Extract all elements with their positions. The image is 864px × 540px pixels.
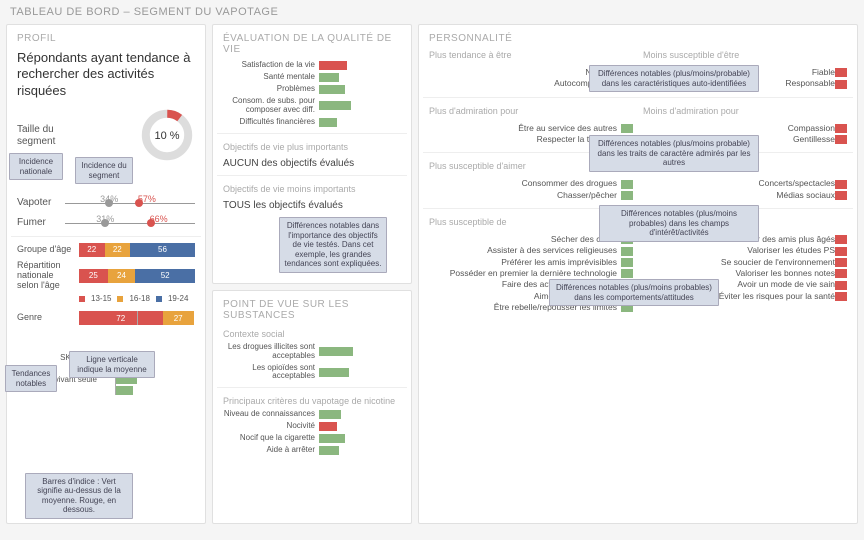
bar-wrap	[319, 73, 401, 82]
profil-header: PROFIL	[17, 33, 195, 44]
pers-right-header: Moins d'admiration pour	[643, 106, 847, 116]
bar-label: Nocivité	[223, 422, 315, 431]
bar-wrap	[319, 410, 401, 419]
dumbbell-track: 31% 66%	[65, 216, 195, 230]
obj-hi-header: Objectifs de vie plus importants	[223, 142, 401, 152]
callout-pers-3: Différences notables (plus/moins probabl…	[599, 205, 759, 242]
social-rows: Les drogues illicites sont acceptables Le…	[223, 343, 401, 381]
callout-pers-4: Différences notables (plus/moins probabl…	[549, 279, 719, 306]
gender-label: Genre	[17, 313, 75, 323]
bar-label: Satisfaction de la vie	[223, 61, 315, 70]
substances-panel: POINT DE VUE SUR LES SUBSTANCES Contexte…	[212, 290, 412, 524]
personnalite-panel: PERSONNALITÉ Plus tendance à être Moins …	[418, 24, 858, 524]
pers-row-left: Préférer les amis imprévisibles	[429, 258, 633, 267]
pers-left-header: Plus tendance à être	[429, 50, 633, 60]
crit-header: Principaux critères du vapotage de nicot…	[223, 396, 401, 406]
callout-pers-2: Différences notables (plus/moins probabl…	[589, 135, 759, 172]
stacked-bar: 252452	[79, 269, 195, 283]
bar-label: Problèmes	[223, 85, 315, 94]
bar-wrap	[319, 422, 401, 431]
dumbbell-label: Vapoter	[17, 197, 59, 208]
subst-header: POINT DE VUE SUR LES SUBSTANCES	[223, 299, 401, 321]
index-bar	[115, 386, 133, 395]
obj-hi-text: AUCUN des objectifs évalués	[223, 158, 401, 169]
pers-row-right: Compassion	[643, 124, 847, 133]
social-header: Contexte social	[223, 329, 401, 339]
stacked-label: Répartition nationale selon l'âge	[17, 261, 75, 291]
pers-row-left: Consommer des drogues	[429, 179, 633, 188]
bar-wrap	[319, 118, 401, 127]
bar-label: Consom. de subs. pour composer avec diff…	[223, 97, 315, 115]
callout-index: Barres d'indice : Vert signifie au-dessu…	[25, 473, 133, 519]
qol-panel: ÉVALUATION DE LA QUALITÉ DE VIE Satisfac…	[212, 24, 412, 284]
profil-description: Répondants ayant tendance à rechercher d…	[17, 50, 195, 99]
donut-pct: 10 %	[154, 130, 179, 142]
bar-wrap	[319, 61, 401, 70]
bar-wrap	[319, 434, 401, 443]
page-title: TABLEAU DE BORD – SEGMENT DU VAPOTAGE	[0, 0, 864, 24]
gender-stacked-bar: Genre 7227	[17, 311, 195, 325]
gender-bar: 7227	[79, 311, 195, 325]
callout-tendances: Tendances notables	[5, 365, 57, 392]
pers-row-right: Se soucier de l'environnement	[643, 258, 847, 267]
pers-row-left: Chasser/pêcher	[429, 191, 633, 200]
pers-row-right: Médias sociaux	[643, 191, 847, 200]
pers-right-header: Moins susceptible d'être	[643, 50, 847, 60]
stacked-bar: 222256	[79, 243, 195, 257]
pers-row-right: Valoriser les bonnes notes	[643, 269, 847, 278]
crit-rows: Niveau de connaissances Nocivité Nocif que…	[223, 410, 401, 455]
pers-row-right: Valoriser les études PS	[643, 246, 847, 255]
age-legend: 13-1516-1819-24	[79, 294, 195, 303]
callout-incidence-nat: Incidence nationale	[9, 153, 63, 180]
bar-wrap	[319, 368, 401, 377]
bar-label: Nocif que la cigarette	[223, 434, 315, 443]
bar-label: Aide à arrêter	[223, 446, 315, 455]
bar-label: Les drogues illicites sont acceptables	[223, 343, 315, 361]
pers-header: PERSONNALITÉ	[429, 33, 847, 44]
pers-row-left: Assister à des services religieuses	[429, 246, 633, 255]
qol-header: ÉVALUATION DE LA QUALITÉ DE VIE	[223, 33, 401, 55]
bar-label: Niveau de connaissances	[223, 410, 315, 419]
callout-incidence-seg: Incidence du segment	[75, 157, 133, 184]
qol-rows: Satisfaction de la vie Santé mentale Probl…	[223, 61, 401, 127]
obj-lo-header: Objectifs de vie moins importants	[223, 184, 401, 194]
profil-panel: PROFIL Répondants ayant tendance à reche…	[6, 24, 206, 524]
segment-size-label: Taille du segment	[17, 124, 77, 148]
bar-wrap	[319, 101, 401, 110]
bar-label: Les opioïdes sont acceptables	[223, 364, 315, 382]
bar-wrap	[319, 347, 401, 356]
dashboard-grid: PROFIL Répondants ayant tendance à reche…	[0, 24, 864, 530]
bar-label: Difficultés financières	[223, 118, 315, 127]
bar-wrap	[319, 85, 401, 94]
dumbbell-track: 34% 57%	[65, 196, 195, 210]
pers-row-left: Posséder en premier la dernière technolo…	[429, 269, 633, 278]
col2: ÉVALUATION DE LA QUALITÉ DE VIE Satisfac…	[212, 24, 412, 524]
age-stacked-bars: Groupe d'âge 222256 Répartition nationale …	[17, 243, 195, 291]
obj-lo-text: TOUS les objectifs évalués	[223, 200, 401, 211]
callout-vline: Ligne verticale indique la moyenne	[69, 351, 155, 378]
callout-objectives: Différences notables dans l'importance d…	[279, 217, 387, 273]
stacked-label: Groupe d'âge	[17, 245, 75, 255]
pers-left-header: Plus d'admiration pour	[429, 106, 633, 116]
pers-row-left: Être au service des autres	[429, 124, 633, 133]
pers-row-right: Concerts/spectacles	[643, 179, 847, 188]
callout-pers-1: Différences notables (plus/moins/probabl…	[589, 65, 759, 92]
dumbbell-chart: Vapoter 34% 57% Fumer 31% 66%	[17, 196, 195, 230]
dumbbell-label: Fumer	[17, 217, 59, 228]
bar-label: Santé mentale	[223, 73, 315, 82]
bar-wrap	[319, 446, 401, 455]
